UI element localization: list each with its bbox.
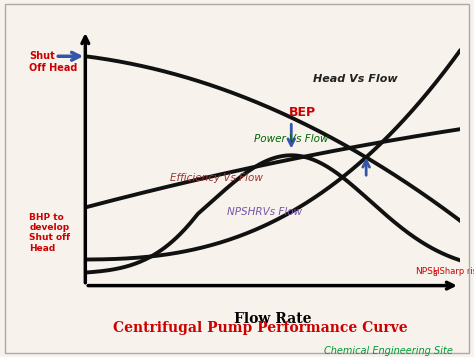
Text: NPSHRVs Flow: NPSHRVs Flow bbox=[228, 207, 302, 217]
Text: BHP to
develop
Shut off
Head: BHP to develop Shut off Head bbox=[29, 213, 70, 253]
Text: Efficiency Vs Flow: Efficiency Vs Flow bbox=[170, 174, 263, 183]
Text: Head Vs Flow: Head Vs Flow bbox=[313, 74, 397, 84]
Text: Power Vs Flow: Power Vs Flow bbox=[254, 134, 328, 144]
Text: Flow Rate: Flow Rate bbox=[234, 312, 311, 326]
Text: Sharp rise beyond BEP: Sharp rise beyond BEP bbox=[438, 267, 474, 276]
Text: Shut
Off Head: Shut Off Head bbox=[29, 51, 78, 73]
Text: Chemical Engineering Site: Chemical Engineering Site bbox=[324, 346, 453, 356]
Text: a: a bbox=[433, 269, 438, 278]
Text: BEP: BEP bbox=[289, 106, 316, 119]
Text: Centrifugal Pump Performance Curve: Centrifugal Pump Performance Curve bbox=[113, 321, 408, 335]
Text: NPSH: NPSH bbox=[415, 267, 439, 276]
